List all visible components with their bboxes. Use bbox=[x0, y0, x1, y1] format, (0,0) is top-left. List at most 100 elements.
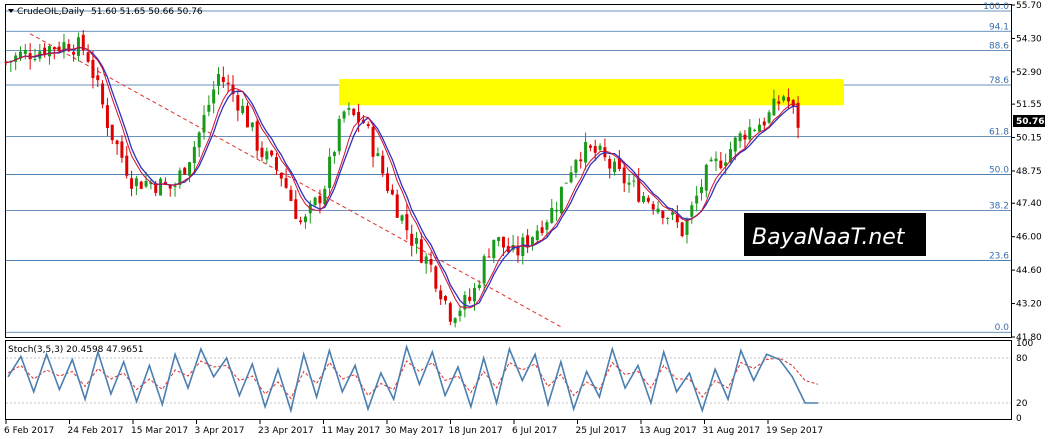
candle-body bbox=[579, 159, 583, 162]
candle-body bbox=[690, 205, 694, 217]
candle-body bbox=[415, 237, 419, 244]
candle-body bbox=[646, 197, 650, 202]
last-price-label: 50.76 bbox=[1016, 117, 1044, 127]
candle-body bbox=[236, 95, 240, 111]
candle-body bbox=[274, 157, 278, 170]
candle-body bbox=[332, 152, 336, 157]
candle-body bbox=[651, 204, 655, 210]
candle-body bbox=[574, 159, 578, 173]
candle-body bbox=[52, 47, 56, 50]
moving-average-fast bbox=[5, 47, 799, 309]
price-tick-label: 54.30 bbox=[1016, 34, 1042, 44]
candle-body bbox=[477, 284, 481, 289]
candle-body bbox=[96, 75, 100, 81]
candle-body bbox=[530, 237, 534, 246]
candle-body bbox=[458, 310, 462, 317]
stochastic-main-line bbox=[7, 343, 818, 414]
price-tick-label: 50.15 bbox=[1016, 134, 1042, 144]
candle-body bbox=[125, 155, 129, 176]
last-price-box bbox=[1013, 115, 1045, 127]
candle-body bbox=[728, 149, 732, 163]
candle-body bbox=[506, 246, 510, 253]
candle-body bbox=[468, 296, 472, 301]
candle-body bbox=[284, 178, 288, 188]
candle-body bbox=[695, 195, 699, 204]
candle-body bbox=[782, 96, 786, 101]
candle-body bbox=[400, 215, 404, 221]
candle-body bbox=[202, 115, 206, 133]
candle-body bbox=[197, 132, 201, 148]
resistance-zone bbox=[339, 79, 844, 106]
candle-body bbox=[192, 146, 196, 163]
candle-body bbox=[33, 58, 37, 60]
candle-body bbox=[796, 102, 800, 128]
candle-body bbox=[434, 266, 438, 289]
candle-body bbox=[719, 160, 723, 169]
candle-body bbox=[453, 318, 457, 323]
candle-body bbox=[671, 212, 675, 215]
candle-body bbox=[642, 196, 646, 203]
candle-body bbox=[410, 233, 414, 246]
candle-body bbox=[584, 142, 588, 163]
candle-body bbox=[139, 181, 143, 189]
candle-body bbox=[463, 295, 467, 310]
candle-body bbox=[342, 111, 346, 119]
candle-body bbox=[149, 182, 153, 185]
candle-body bbox=[294, 199, 298, 219]
stoch-tick-label: 100 bbox=[1016, 339, 1033, 349]
price-tick-label: 55.70 bbox=[1016, 1, 1042, 11]
candle-body bbox=[144, 180, 148, 187]
candle-body bbox=[487, 256, 491, 258]
candle-body bbox=[429, 259, 433, 265]
candle-body bbox=[110, 124, 114, 141]
candle-body bbox=[120, 141, 124, 158]
fib-label: 23.6 bbox=[989, 252, 1009, 262]
candle-body bbox=[173, 186, 177, 188]
candle-body bbox=[130, 178, 134, 189]
candle-body bbox=[270, 150, 274, 156]
stochastic-levels bbox=[6, 357, 1011, 404]
stochastic-axis: 100 80 20 0 bbox=[1016, 339, 1033, 424]
stoch-tick-label: 0 bbox=[1016, 414, 1022, 424]
candle-body bbox=[245, 105, 249, 128]
candle-body bbox=[328, 156, 332, 189]
fib-label: 78.6 bbox=[989, 76, 1009, 86]
fib-label: 50.0 bbox=[989, 166, 1009, 176]
candle-body bbox=[564, 182, 568, 184]
candle-body bbox=[724, 162, 728, 166]
candle-body bbox=[14, 55, 18, 62]
candle-body bbox=[67, 44, 71, 52]
candle-body bbox=[738, 133, 742, 142]
candle-body bbox=[786, 97, 790, 102]
candle-body bbox=[540, 227, 544, 233]
watermark-text: BayaNaaT.net bbox=[752, 225, 906, 250]
chart-title: CrudeOIL,Daily bbox=[17, 7, 85, 17]
stochastic-signal-line bbox=[7, 357, 819, 400]
candle-body bbox=[569, 172, 573, 183]
candle-body bbox=[212, 89, 216, 104]
candle-body bbox=[366, 124, 370, 126]
fib-label: 94.1 bbox=[989, 22, 1009, 32]
date-tick-label: 3 Apr 2017 bbox=[195, 426, 245, 436]
candle-body bbox=[318, 195, 322, 204]
price-tick-label: 44.60 bbox=[1016, 266, 1042, 276]
ohlc-values: 51.60 51.65 50.66 50.76 bbox=[91, 7, 203, 17]
candle-body bbox=[250, 122, 254, 128]
date-tick-label: 13 Aug 2017 bbox=[639, 426, 697, 436]
moving-average-slow bbox=[5, 46, 799, 308]
price-tick-label: 43.20 bbox=[1016, 300, 1042, 310]
price-tick-label: 52.90 bbox=[1016, 68, 1042, 78]
price-tick-label: 47.40 bbox=[1016, 199, 1042, 209]
candle-body bbox=[289, 189, 293, 201]
candle-body bbox=[352, 108, 356, 115]
candle-body bbox=[241, 105, 245, 114]
candle-body bbox=[405, 214, 409, 231]
candle-body bbox=[617, 158, 621, 169]
stoch-tick-label: 80 bbox=[1016, 354, 1028, 364]
candle-body bbox=[386, 173, 390, 191]
date-tick-label: 11 May 2017 bbox=[322, 426, 381, 436]
triangle-down-icon[interactable] bbox=[8, 9, 14, 13]
candle-body bbox=[748, 127, 752, 140]
candle-body bbox=[439, 290, 443, 300]
fib-label: 100.0 bbox=[983, 2, 1009, 12]
